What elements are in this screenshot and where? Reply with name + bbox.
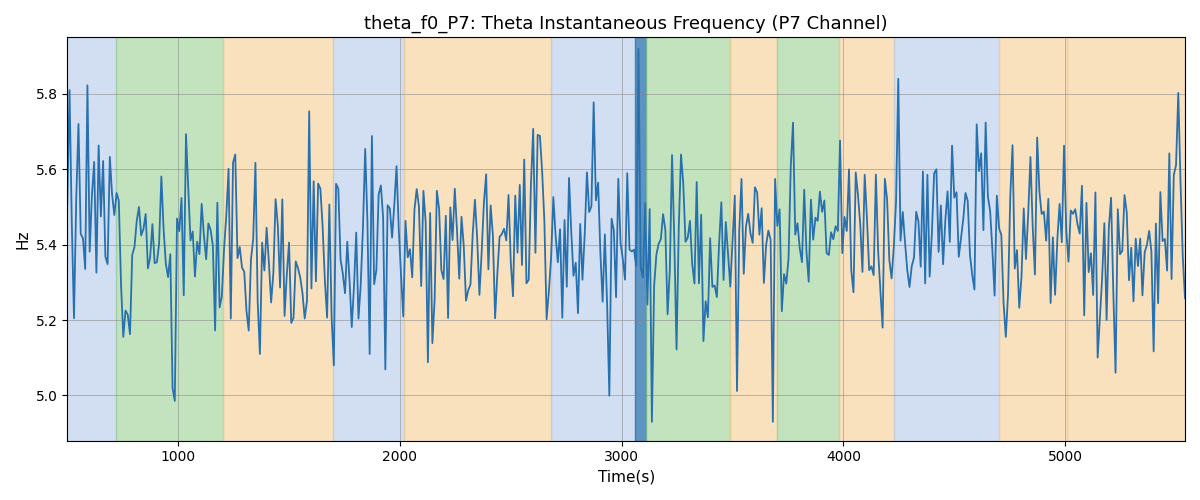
Bar [635, 38, 646, 440]
Bar [67, 38, 116, 440]
Bar [646, 38, 731, 440]
Y-axis label: Hz: Hz [16, 230, 30, 249]
Bar [404, 38, 551, 440]
Bar [1068, 38, 1186, 440]
Title: theta_f0_P7: Theta Instantaneous Frequency (P7 Channel): theta_f0_P7: Theta Instantaneous Frequen… [365, 15, 888, 34]
Bar [551, 38, 635, 440]
X-axis label: Time(s): Time(s) [598, 470, 655, 485]
Bar [894, 38, 998, 440]
Bar [334, 38, 404, 440]
Bar [222, 38, 334, 440]
Bar [776, 38, 839, 440]
Bar [731, 38, 776, 440]
Bar [839, 38, 894, 440]
Bar [998, 38, 1068, 440]
Bar [116, 38, 222, 440]
